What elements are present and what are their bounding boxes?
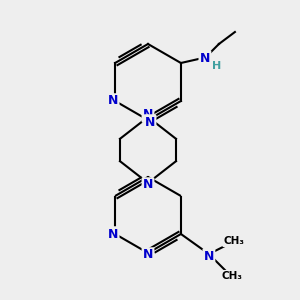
Text: N: N <box>143 178 153 191</box>
Text: N: N <box>145 116 155 128</box>
Text: CH₃: CH₃ <box>221 271 242 281</box>
Text: N: N <box>108 227 118 241</box>
Text: N: N <box>200 52 210 64</box>
Text: N: N <box>143 248 153 262</box>
Text: N: N <box>204 250 214 262</box>
Text: N: N <box>143 109 153 122</box>
Text: N: N <box>108 94 118 107</box>
Text: CH₃: CH₃ <box>224 236 244 246</box>
Text: H: H <box>212 61 221 71</box>
